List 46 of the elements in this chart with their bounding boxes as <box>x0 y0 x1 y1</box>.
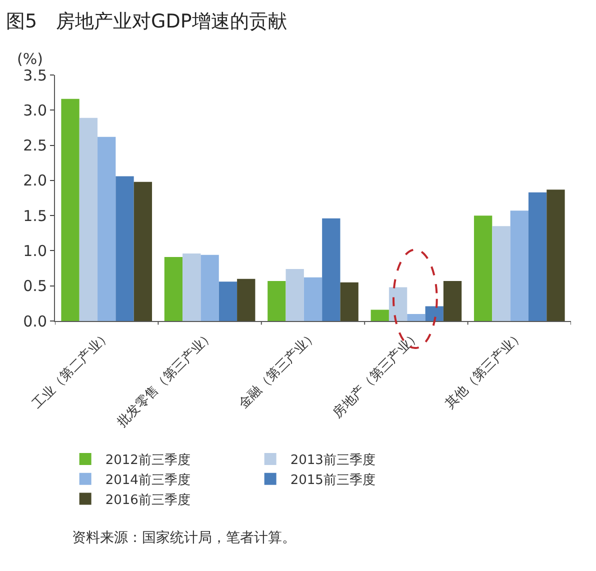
bar <box>322 218 340 321</box>
bar <box>528 192 547 321</box>
y-tick-label: 2.5 <box>23 136 47 155</box>
legend-label: 2015前三季度 <box>290 472 376 488</box>
y-tick-label: 3.0 <box>23 101 47 120</box>
bar <box>388 287 408 321</box>
y-tick-label: 0.5 <box>23 277 47 296</box>
legend-label: 2012前三季度 <box>105 452 190 468</box>
bar <box>268 280 286 321</box>
x-tick-label: 房地产（第三产业） <box>330 327 424 422</box>
bar <box>286 268 304 321</box>
x-tick-label: 批发零售（第三产业） <box>114 328 218 430</box>
x-tick-label: 工业（第二产业） <box>30 328 114 412</box>
bar <box>510 210 528 321</box>
bar <box>116 176 134 321</box>
legend-label: 2013前三季度 <box>290 452 376 468</box>
bar <box>425 306 444 321</box>
bar <box>492 226 510 321</box>
y-tick-label: 2.0 <box>23 172 47 190</box>
bar <box>164 257 183 321</box>
bar <box>474 216 492 321</box>
bar <box>79 118 98 321</box>
legend-label: 2016前三季度 <box>105 492 190 508</box>
bar <box>134 182 152 321</box>
bar <box>340 282 358 321</box>
bar <box>304 277 322 321</box>
bar <box>407 314 426 321</box>
text: 资料来源：国家统计局，笔者计算。 <box>72 530 296 546</box>
x-tick-label: 金融（第三产业） <box>236 328 320 412</box>
bar <box>98 136 116 321</box>
bar <box>218 282 238 321</box>
bar <box>546 190 565 321</box>
bar <box>200 254 219 321</box>
y-axis-title: (%) <box>17 50 43 68</box>
bar <box>237 278 256 321</box>
y-tick-label: 0.0 <box>23 312 47 330</box>
chart-title: 图5 房地产业对GDP增速的贡献 <box>6 10 287 33</box>
x-tick-label: 其他（第三产业） <box>442 328 527 412</box>
y-tick-label: 1.0 <box>23 242 47 260</box>
bar <box>61 98 80 321</box>
bar <box>443 280 462 321</box>
bar <box>370 310 389 321</box>
y-tick-label: 3.5 <box>23 66 47 84</box>
y-tick-label: 1.5 <box>23 206 47 225</box>
bar <box>182 254 201 321</box>
legend-label: 2014前三季度 <box>105 472 190 488</box>
